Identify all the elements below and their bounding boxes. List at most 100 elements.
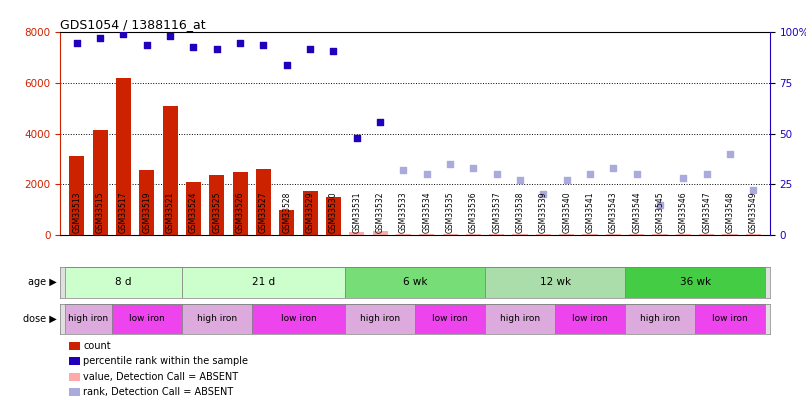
Bar — [326, 197, 341, 235]
Text: GSM33548: GSM33548 — [725, 192, 734, 233]
Text: GSM33537: GSM33537 — [492, 191, 501, 233]
Bar — [629, 234, 644, 235]
Point — [70, 39, 83, 46]
Bar — [302, 191, 318, 235]
Point — [654, 201, 667, 208]
Bar — [65, 267, 182, 298]
Bar — [116, 78, 131, 235]
Text: rank, Detection Call = ABSENT: rank, Detection Call = ABSENT — [83, 387, 233, 397]
Point — [164, 33, 177, 40]
Bar — [139, 171, 155, 235]
Point — [374, 118, 387, 125]
Point — [747, 187, 760, 194]
Bar — [256, 169, 271, 235]
Point — [420, 171, 433, 177]
Point — [537, 191, 550, 198]
Point — [513, 177, 526, 183]
Bar — [345, 304, 415, 334]
Bar — [625, 267, 765, 298]
Bar — [695, 304, 765, 334]
Text: GSM33529: GSM33529 — [305, 192, 314, 233]
Bar — [653, 234, 667, 235]
Text: GSM33541: GSM33541 — [586, 192, 595, 233]
Text: dose ▶: dose ▶ — [23, 314, 56, 324]
Bar — [555, 304, 625, 334]
Bar — [396, 234, 411, 235]
Bar — [699, 234, 714, 235]
Bar — [583, 234, 598, 235]
Text: GSM33513: GSM33513 — [73, 192, 81, 233]
Text: GSM33532: GSM33532 — [376, 192, 384, 233]
Text: GSM33549: GSM33549 — [749, 191, 758, 233]
Point — [304, 45, 317, 52]
Point — [187, 43, 200, 50]
Text: GSM33536: GSM33536 — [469, 191, 478, 233]
Bar — [415, 304, 485, 334]
Text: GSM33524: GSM33524 — [189, 192, 198, 233]
Text: GSM33538: GSM33538 — [516, 192, 525, 233]
Text: 12 wk: 12 wk — [539, 277, 571, 288]
Bar — [722, 234, 737, 235]
Text: high iron: high iron — [197, 314, 237, 324]
Bar — [182, 267, 345, 298]
Bar — [372, 231, 388, 235]
Point — [677, 175, 690, 181]
Bar — [419, 234, 434, 235]
Text: low iron: low iron — [432, 314, 468, 324]
Text: high iron: high iron — [360, 314, 400, 324]
Bar — [279, 210, 294, 235]
Text: 6 wk: 6 wk — [403, 277, 427, 288]
Text: GSM33543: GSM33543 — [609, 191, 618, 233]
Text: GSM33540: GSM33540 — [563, 191, 571, 233]
Bar — [536, 234, 551, 235]
Text: low iron: low iron — [572, 314, 608, 324]
Bar — [251, 304, 345, 334]
Text: GSM33535: GSM33535 — [446, 191, 455, 233]
Text: low iron: low iron — [713, 314, 748, 324]
Point — [93, 35, 106, 42]
Point — [117, 31, 130, 38]
Bar — [186, 182, 201, 235]
Point — [327, 47, 340, 54]
Bar — [485, 267, 625, 298]
Point — [630, 171, 643, 177]
Point — [607, 165, 620, 171]
Point — [443, 161, 456, 167]
Text: GSM33544: GSM33544 — [632, 191, 642, 233]
Text: value, Detection Call = ABSENT: value, Detection Call = ABSENT — [83, 372, 238, 382]
Bar — [559, 234, 575, 235]
Text: GSM33547: GSM33547 — [702, 191, 711, 233]
Bar — [466, 234, 481, 235]
Bar — [93, 130, 108, 235]
Bar — [69, 156, 85, 235]
Text: count: count — [83, 341, 110, 351]
Text: GSM33533: GSM33533 — [399, 191, 408, 233]
Point — [560, 177, 573, 183]
Text: GSM33546: GSM33546 — [679, 191, 688, 233]
Text: GSM33521: GSM33521 — [165, 192, 175, 233]
Point — [234, 39, 247, 46]
Text: GSM33519: GSM33519 — [143, 192, 152, 233]
Point — [700, 171, 713, 177]
Text: GSM33527: GSM33527 — [259, 192, 268, 233]
Bar — [485, 304, 555, 334]
Text: GSM33515: GSM33515 — [96, 192, 105, 233]
Point — [724, 151, 737, 157]
Bar — [65, 304, 112, 334]
Point — [490, 171, 503, 177]
Text: 36 wk: 36 wk — [679, 277, 711, 288]
Text: GSM33531: GSM33531 — [352, 192, 361, 233]
Text: 21 d: 21 d — [251, 277, 275, 288]
Text: low iron: low iron — [280, 314, 316, 324]
Bar — [163, 106, 177, 235]
Text: GSM33530: GSM33530 — [329, 191, 338, 233]
Bar — [489, 234, 505, 235]
Text: GSM33545: GSM33545 — [655, 191, 665, 233]
Text: GSM33525: GSM33525 — [212, 192, 222, 233]
Text: high iron: high iron — [640, 314, 680, 324]
Text: GSM33528: GSM33528 — [282, 192, 291, 233]
Text: percentile rank within the sample: percentile rank within the sample — [83, 356, 248, 366]
Text: age ▶: age ▶ — [27, 277, 56, 288]
Point — [351, 134, 364, 141]
Bar — [345, 267, 485, 298]
